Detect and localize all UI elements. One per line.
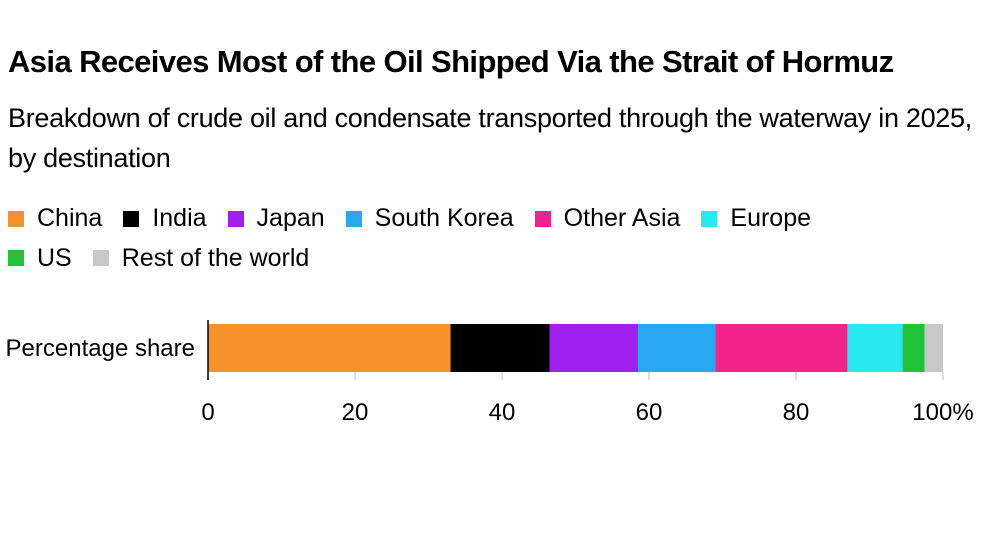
legend-item: China xyxy=(8,199,102,238)
bar-segment-china xyxy=(208,324,451,372)
legend-label: South Korea xyxy=(374,204,514,232)
bar-segment-japan xyxy=(549,324,638,372)
chart-title: Asia Receives Most of the Oil Shipped Vi… xyxy=(8,44,894,79)
legend-swatch xyxy=(92,250,109,266)
x-tick-label: 100% xyxy=(912,399,973,426)
legend-label: US xyxy=(37,243,72,272)
legend-item: Europe xyxy=(701,199,811,238)
legend-label: Japan xyxy=(256,204,325,232)
bar-segment-other-asia xyxy=(715,324,848,372)
legend-swatch xyxy=(227,210,244,227)
bar-segment-us xyxy=(902,324,925,372)
legend-item: India xyxy=(123,199,207,238)
legend-label: Rest of the world xyxy=(121,243,310,272)
legend-item: Rest of the world xyxy=(92,239,310,278)
legend-label: Europe xyxy=(730,204,812,232)
bar-segment-rest-of-the-world xyxy=(924,324,943,372)
x-tick-label: 20 xyxy=(342,399,369,426)
legend-swatch xyxy=(345,210,362,227)
legend: China India Japan South Korea Other Asia Euro… xyxy=(8,199,908,278)
legend-item: US xyxy=(8,239,72,278)
legend-swatch xyxy=(123,210,140,227)
legend-item: Japan xyxy=(227,199,325,238)
legend-swatch xyxy=(8,210,24,227)
x-tick-label: 0 xyxy=(201,399,214,426)
legend-swatch xyxy=(534,210,551,227)
x-tick-label: 40 xyxy=(489,399,516,426)
legend-item: Other Asia xyxy=(534,199,681,238)
legend-swatch xyxy=(701,210,718,227)
legend-label: India xyxy=(152,204,207,232)
row-label: Percentage share xyxy=(6,335,195,362)
bar-segment-south-korea xyxy=(637,324,716,372)
legend-label: Other Asia xyxy=(563,204,681,232)
legend-item: South Korea xyxy=(345,199,514,238)
bar-segment-europe xyxy=(847,324,903,372)
legend-label: China xyxy=(37,204,103,232)
bar-segment-india xyxy=(450,324,550,372)
legend-swatch xyxy=(8,250,24,266)
x-tick-label: 80 xyxy=(783,399,810,426)
x-tick-label: 60 xyxy=(636,399,663,426)
chart-subtitle: Breakdown of crude oil and condensate tr… xyxy=(8,103,972,173)
